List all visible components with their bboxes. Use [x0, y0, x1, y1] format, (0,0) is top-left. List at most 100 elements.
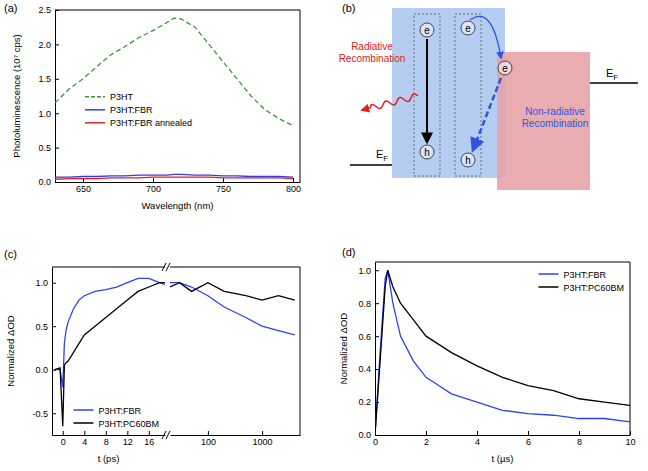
series-line — [170, 283, 295, 335]
y-tick: 0.0 — [35, 365, 56, 375]
legend-swatch — [85, 109, 105, 111]
electron-circle — [420, 23, 434, 37]
x-tick-label: 0 — [61, 437, 66, 447]
plot-area — [375, 270, 630, 435]
y-tick-mark — [375, 270, 379, 271]
y-tick-mark — [52, 326, 56, 327]
x-tick-label: 16 — [144, 437, 154, 447]
legend-item: P3HT:FBR — [538, 270, 606, 280]
legend-label: P3HT:PC60BM — [98, 419, 159, 429]
panel-label: (a) — [4, 2, 17, 14]
x-tick-mark — [579, 431, 580, 435]
y-tick-label: 1.0 — [35, 278, 48, 288]
legend-label: P3HT:FBR — [110, 105, 153, 115]
y-tick: 0.6 — [358, 332, 379, 342]
frame-right — [630, 262, 631, 435]
x-tick: 0 — [61, 431, 66, 447]
figure: 6507007508000.00.51.01.52.02.5Wavelength… — [0, 0, 648, 471]
y-tick: 0.0 — [358, 430, 379, 440]
fermi-label: EF — [606, 67, 618, 82]
y-tick-label: 0.5 — [35, 322, 48, 332]
x-tick-mark — [153, 178, 154, 182]
hole-label: h — [465, 155, 471, 166]
legend-label: P3HT — [110, 92, 134, 102]
legend-swatch — [73, 422, 93, 424]
x-tick-mark — [63, 431, 64, 435]
x-tick-mark — [127, 431, 128, 435]
x-tick-label: 12 — [123, 437, 133, 447]
y-tick: 2.0 — [38, 40, 59, 50]
x-tick: 4 — [475, 431, 480, 447]
x-tick-label: 700 — [146, 184, 161, 194]
x-axis: 0246810 — [373, 431, 636, 447]
hole-circle — [420, 145, 434, 159]
x-tick: 8 — [104, 431, 109, 447]
series-line — [170, 283, 295, 300]
x-axis-line — [376, 435, 631, 436]
y-tick-mark — [55, 10, 59, 11]
frame-top — [170, 267, 300, 268]
frame-right — [300, 10, 301, 182]
y-tick-mark — [375, 336, 379, 337]
electron-circle — [461, 21, 475, 35]
y-tick-label: 0.0 — [38, 177, 51, 187]
frame-top — [375, 262, 630, 263]
y-tick: 0.5 — [35, 322, 56, 332]
panel: 0481216-0.50.00.51.0t (ps)Normalized ΔOD… — [4, 248, 170, 464]
plot-area — [170, 283, 295, 335]
legend-item: P3HT:FBR — [85, 105, 153, 115]
legend-swatch — [73, 409, 93, 411]
x-tick-mark — [477, 431, 478, 435]
x-tick-mark — [84, 431, 85, 435]
y-tick-mark — [55, 44, 59, 45]
x-tick-mark — [149, 431, 150, 435]
legend-swatch — [85, 96, 105, 98]
series-line — [55, 283, 165, 427]
x-tick-label: 8 — [104, 437, 109, 447]
panel: 6507007508000.00.51.01.52.02.5Wavelength… — [4, 2, 301, 211]
axis-break — [166, 431, 170, 439]
y-tick-mark — [55, 148, 59, 149]
fermi-line — [590, 82, 638, 84]
y-tick: 2.5 — [38, 5, 59, 15]
x-tick-mark — [262, 431, 263, 435]
plot-area — [55, 18, 293, 179]
x-tick-mark — [528, 431, 529, 435]
panel: 1001000 — [170, 267, 301, 447]
frame-right — [300, 267, 301, 435]
legend-item: P3HT:FBR annealed — [85, 118, 192, 128]
y-axis-line — [55, 11, 56, 183]
y-axis-line — [52, 268, 53, 436]
y-tick-label: 1.0 — [358, 266, 371, 276]
donor-band — [392, 8, 505, 178]
y-axis: 0.00.51.01.52.02.5 — [38, 5, 59, 187]
x-tick-label: 2 — [424, 437, 429, 447]
x-tick-label: 800 — [286, 184, 301, 194]
x-tick: 700 — [146, 178, 161, 194]
y-tick-mark — [55, 79, 59, 80]
y-tick-mark — [375, 303, 379, 304]
x-tick: 750 — [216, 178, 231, 194]
diagram: EFEFeeehhRadiativeRecombinationNon-radia… — [339, 2, 638, 190]
series-line — [55, 278, 165, 387]
y-tick-mark — [375, 435, 379, 436]
fermi-symbol: E — [376, 148, 383, 160]
x-tick-label: 6 — [526, 437, 531, 447]
x-axis-line — [171, 435, 301, 436]
y-tick-mark — [52, 413, 56, 414]
x-tick-label: 0 — [373, 437, 378, 447]
electron-label: e — [502, 63, 508, 74]
x-tick: 2 — [424, 431, 429, 447]
transfer-arrow — [470, 16, 501, 58]
legend-item: P3HT:PC60BM — [538, 283, 624, 293]
x-tick: 12 — [123, 431, 133, 447]
legend-label: P3HT:PC60BM — [563, 283, 624, 293]
y-tick-label: 0.0 — [35, 365, 48, 375]
hole-label: h — [424, 147, 430, 158]
legend: P3HT:FBR P3HT:PC60BM — [538, 270, 624, 293]
x-tick: 6 — [526, 431, 531, 447]
x-tick: 10 — [625, 431, 635, 447]
x-tick-label: 4 — [475, 437, 480, 447]
photon-arrow — [362, 94, 418, 110]
x-tick-label: 750 — [216, 184, 231, 194]
